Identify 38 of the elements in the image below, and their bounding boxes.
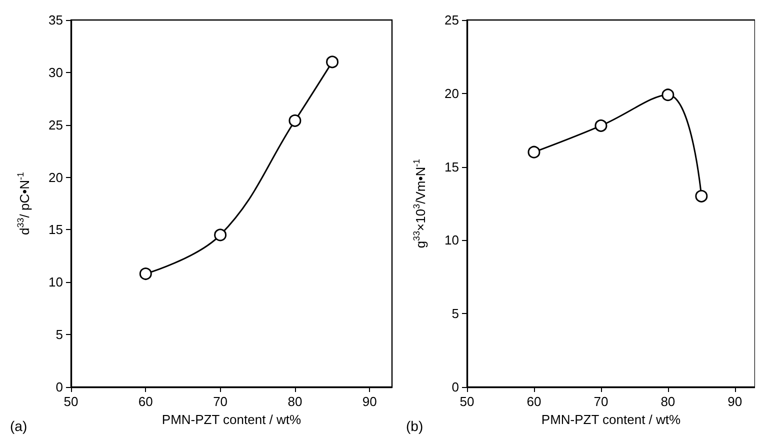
x-tick-label: 80 (288, 394, 302, 409)
text: (b) (406, 418, 424, 434)
point (214, 228, 227, 242)
y-axis-title: d33/ pC•N-1 (16, 172, 32, 236)
y-tick-label: 15 (48, 222, 63, 238)
y-tick-label: 0 (452, 380, 459, 394)
point (695, 190, 708, 202)
x-tick-label: 60 (138, 394, 153, 409)
y-tick-label: 20 (444, 86, 459, 101)
text: (a) (10, 418, 28, 434)
y-tick-label: 15 (444, 159, 459, 174)
x-tick-label: 50 (64, 394, 78, 409)
point (528, 146, 540, 158)
point (326, 56, 339, 68)
point (594, 119, 608, 132)
x-axis-title: PMN-PZT content / wt% (541, 412, 682, 427)
point (288, 114, 302, 127)
x-tick-label: 50 (460, 394, 474, 409)
x-tick-label: 70 (594, 394, 608, 409)
x-tick-label: 90 (728, 394, 742, 409)
y-tick-label: 25 (444, 12, 459, 28)
y-axis-title: g33×103/Vm•N-1 (412, 158, 428, 248)
y-tick-label: 35 (48, 12, 63, 28)
y-tick-label: 10 (444, 232, 459, 248)
x-axis-title: PMN-PZT content / wt% (162, 412, 302, 427)
x-tick-label: 80 (660, 394, 676, 409)
y-tick-label: 25 (48, 117, 63, 132)
y-tick-label: 0 (56, 380, 63, 394)
point (662, 88, 674, 102)
y-tick-label: 10 (48, 274, 63, 290)
y-tick-label: 5 (56, 327, 63, 342)
x-tick-label: 70 (213, 394, 228, 409)
y-tick-label: 20 (48, 170, 63, 185)
x-tick-label: 90 (362, 394, 377, 409)
point (139, 268, 152, 280)
x-tick-label: 60 (526, 394, 542, 409)
y-tick-label: 5 (452, 306, 459, 322)
y-tick-label: 30 (48, 64, 63, 80)
